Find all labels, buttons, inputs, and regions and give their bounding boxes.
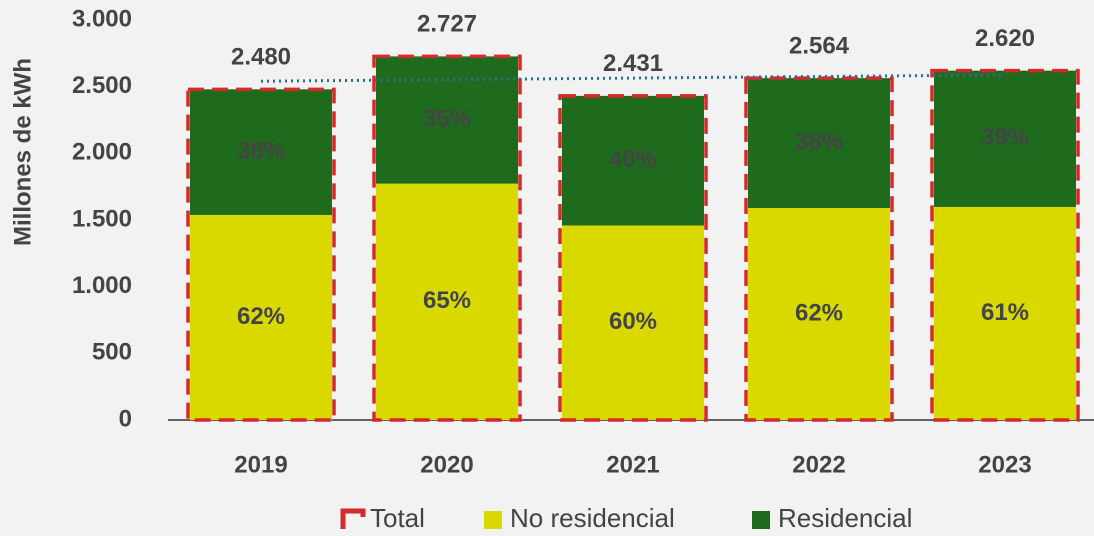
bar-segment: [562, 225, 704, 420]
total-outline: [186, 87, 336, 422]
x-tick-label: 2021: [606, 451, 659, 478]
x-tick-label: 2019: [234, 451, 287, 478]
legend-label: Residencial: [778, 503, 912, 533]
legend-swatch: [484, 511, 502, 529]
bar-segment: [934, 206, 1076, 420]
legend-swatch: [752, 511, 770, 529]
total-label: 2.431: [603, 50, 663, 77]
share-label: 38%: [237, 137, 285, 164]
y-tick-label: 2.500: [72, 72, 132, 99]
bar-segment: [562, 95, 704, 226]
total-outline: [744, 76, 894, 422]
legend-label: No residencial: [510, 503, 675, 533]
y-tick-label: 2.000: [72, 139, 132, 166]
legend-label: Total: [370, 503, 425, 533]
bar-segment: [190, 214, 332, 420]
y-tick-label: 1.500: [72, 205, 132, 232]
share-label: 62%: [237, 303, 285, 330]
share-label: 62%: [795, 299, 843, 326]
total-outline: [372, 54, 522, 422]
share-label: 60%: [609, 308, 657, 335]
share-label: 39%: [981, 124, 1029, 151]
legend-icon: [340, 508, 366, 529]
total-outline: [930, 68, 1080, 422]
total-label: 2.564: [789, 32, 850, 59]
bar-segment: [376, 56, 518, 184]
y-tick-label: 0: [119, 405, 132, 432]
bar-segment: [748, 208, 890, 420]
bar-segment: [748, 78, 890, 208]
x-tick-label: 2020: [420, 451, 473, 478]
bar-segment: [934, 70, 1076, 207]
x-tick-label: 2022: [792, 451, 845, 478]
y-tick-label: 3.000: [72, 5, 132, 32]
bar-segment: [376, 183, 518, 420]
x-tick-label: 2023: [978, 451, 1031, 478]
bar-segment: [190, 89, 332, 215]
y-tick-label: 1.000: [72, 272, 132, 299]
total-outline: [558, 94, 708, 422]
trendline: [260, 73, 1006, 83]
total-label: 2.480: [231, 44, 291, 71]
y-axis-label: Millones de kWh: [9, 58, 36, 246]
share-label: 65%: [423, 287, 471, 314]
share-label: 35%: [423, 105, 471, 132]
y-tick-label: 500: [92, 339, 132, 366]
share-label: 40%: [609, 146, 657, 173]
share-label: 38%: [795, 128, 843, 155]
share-label: 61%: [981, 299, 1029, 326]
total-label: 2.620: [975, 25, 1035, 52]
total-label: 2.727: [417, 11, 477, 38]
